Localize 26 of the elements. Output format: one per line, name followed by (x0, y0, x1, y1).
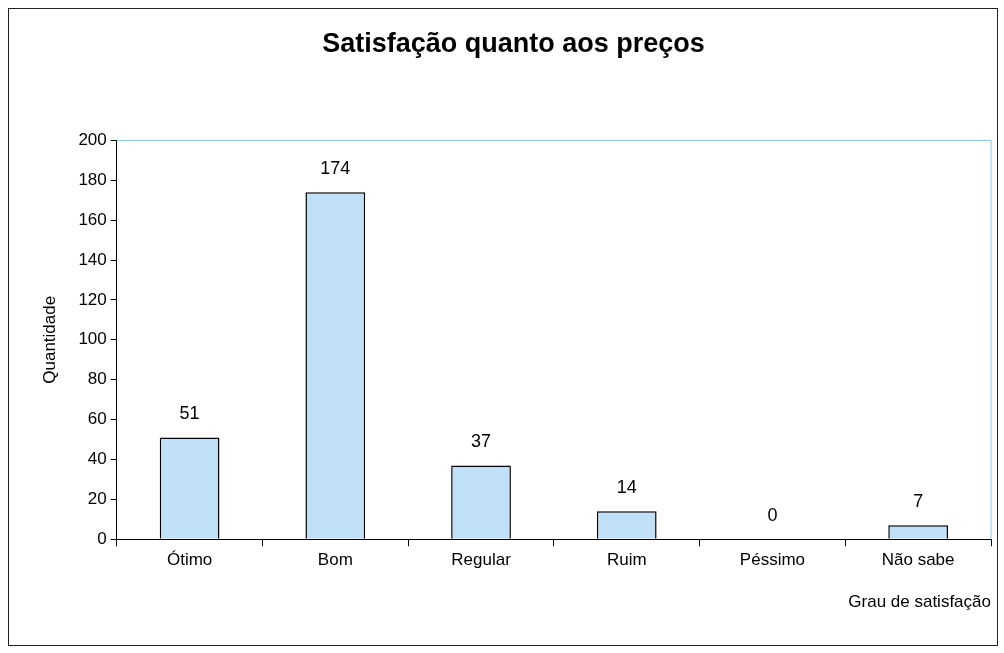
y-tick-label: 0 (97, 528, 107, 548)
data-label: 51 (179, 403, 200, 424)
x-tick-label: Ótimo (166, 550, 213, 570)
x-tick-label: Regular (451, 550, 512, 570)
y-axis-title: Quantidade (39, 295, 59, 384)
x-tick-label: Ruim (606, 550, 647, 570)
y-tick-label: 200 (78, 130, 107, 150)
y-tick-label: 120 (78, 289, 107, 309)
data-label: 14 (616, 477, 637, 498)
x-tick-label: Péssimo (739, 550, 806, 570)
data-label: 7 (913, 491, 924, 512)
y-tick-label: 20 (87, 489, 107, 509)
y-tick-label: 60 (87, 409, 107, 429)
data-label: 37 (471, 431, 492, 452)
y-tick-label: 180 (78, 169, 107, 189)
data-label: 174 (320, 158, 351, 179)
x-tick-label: Não sabe (881, 550, 955, 570)
y-tick-label: 140 (78, 249, 107, 269)
y-tick-label: 40 (87, 449, 107, 469)
y-tick-label: 100 (78, 329, 107, 349)
x-axis-title: Grau de satisfação (848, 592, 991, 612)
y-tick-label: 160 (78, 209, 107, 229)
chart-title: Satisfação quanto aos preços (322, 27, 705, 58)
y-tick-label: 80 (87, 369, 107, 389)
x-tick-label: Bom (317, 550, 353, 570)
data-label: 0 (767, 505, 778, 526)
